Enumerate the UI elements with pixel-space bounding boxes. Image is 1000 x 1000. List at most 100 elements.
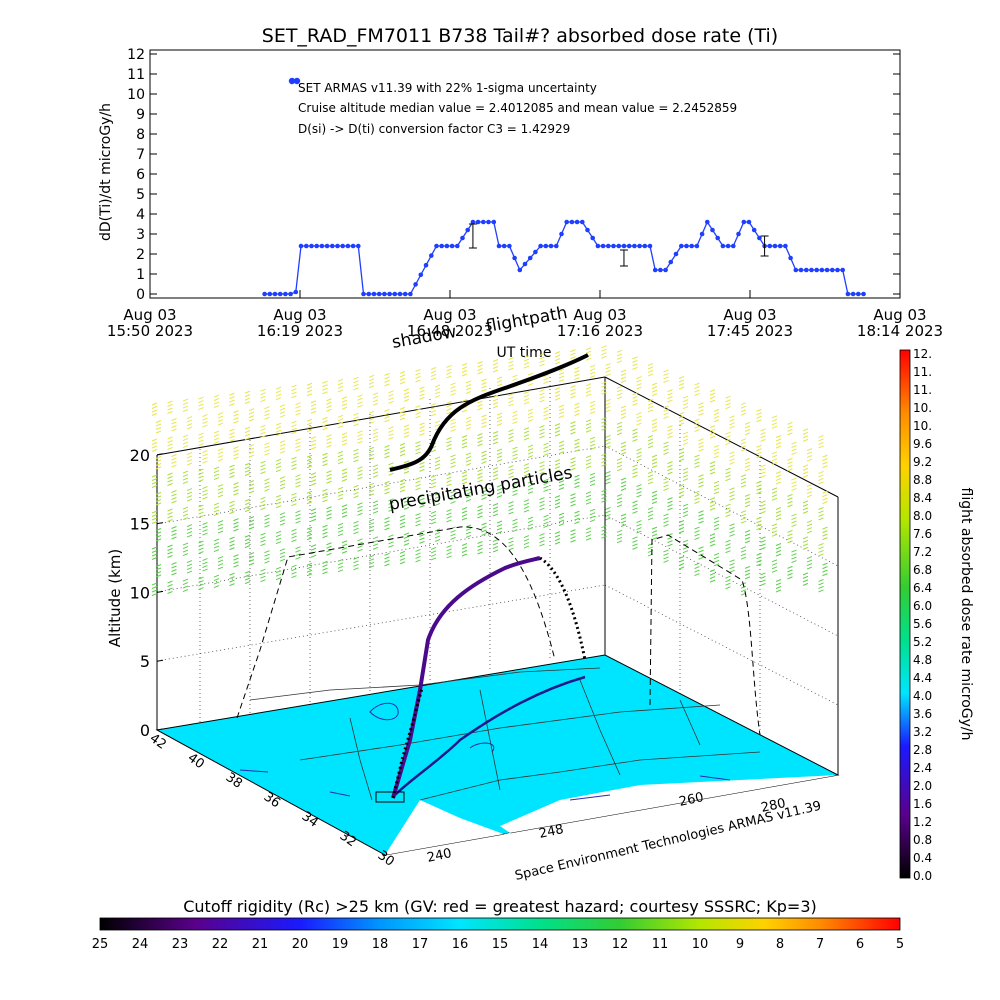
- particle-dash: [632, 435, 638, 439]
- particle-dash: [434, 502, 441, 506]
- particle-dash: [310, 472, 317, 476]
- particle-dash: [481, 529, 487, 533]
- particle-dash: [570, 385, 576, 389]
- particle-dash: [601, 427, 607, 431]
- dose-colorbar-label: flight absorbed dose rate microGy/h: [958, 488, 974, 741]
- particle-dash: [543, 374, 549, 378]
- particle-dash: [213, 513, 220, 517]
- particle-dash: [508, 400, 514, 404]
- data-point: [371, 291, 377, 297]
- particle-dash: [574, 366, 580, 370]
- particle-dash: [202, 417, 208, 421]
- particle-dash: [415, 559, 421, 563]
- data-point: [652, 267, 658, 273]
- dose-colorbar-tick-label: 1.2: [913, 815, 932, 829]
- error-bars: [468, 223, 769, 267]
- particle-dash: [291, 420, 297, 424]
- particle-dash: [337, 421, 344, 425]
- particle-dash: [492, 402, 499, 405]
- particle-dash: [632, 438, 638, 442]
- particle-dash: [353, 520, 359, 524]
- particle-dash: [667, 468, 673, 472]
- particle-dash: [492, 395, 499, 398]
- particle-dash: [601, 496, 607, 500]
- particle-dash: [182, 578, 189, 582]
- particle-dash: [574, 438, 580, 442]
- particle-dash: [713, 527, 720, 531]
- particle-dash: [601, 384, 607, 388]
- particle-dash: [667, 396, 673, 400]
- particle-dash: [694, 490, 700, 494]
- particle-dash: [306, 537, 313, 541]
- particle-dash: [760, 507, 766, 511]
- particle-dash: [368, 417, 375, 421]
- particle-dash: [729, 562, 735, 566]
- particle-dash: [620, 409, 627, 412]
- particle-dash: [229, 432, 235, 436]
- particle-dash: [229, 504, 235, 508]
- particle-dash: [694, 429, 700, 433]
- particle-dash: [682, 474, 689, 478]
- particle-dash: [539, 500, 545, 504]
- data-point: [298, 243, 304, 249]
- particle-dash: [322, 416, 328, 420]
- particle-dash: [167, 584, 173, 587]
- particle-dash: [698, 477, 704, 481]
- particle-dash: [151, 510, 158, 514]
- particle-dash: [760, 572, 766, 576]
- particle-dash: [434, 535, 441, 539]
- particle-dash: [403, 503, 410, 507]
- particle-dash: [403, 388, 410, 392]
- particle-dash: [229, 540, 235, 544]
- particle-dash: [384, 451, 390, 455]
- particle-dash: [589, 479, 596, 483]
- particle-dash: [368, 446, 375, 450]
- particle-dash: [244, 397, 251, 401]
- particle-dash: [198, 547, 204, 551]
- particle-dash: [446, 548, 452, 552]
- particle-dash: [248, 444, 255, 448]
- data-point: [345, 243, 351, 249]
- particle-dash: [508, 540, 514, 544]
- particle-dash: [291, 564, 297, 568]
- particle-dash: [461, 399, 468, 402]
- particle-dash: [709, 569, 716, 573]
- particle-dash: [589, 407, 596, 411]
- particle-dash: [787, 464, 793, 468]
- particle-dash: [337, 558, 344, 562]
- particle-dash: [233, 446, 239, 450]
- particle-dash: [802, 438, 809, 442]
- particle-dash: [601, 348, 607, 352]
- dose-colorbar-tick-label: 4.4: [913, 671, 932, 685]
- particle-dash: [155, 466, 162, 470]
- particle-dash: [341, 504, 348, 508]
- x-tick-label-time: 17:45 2023: [707, 322, 793, 340]
- particle-dash: [694, 569, 700, 573]
- particle-dash: [368, 525, 375, 529]
- particle-dash: [616, 536, 623, 540]
- particle-dash: [419, 386, 425, 390]
- particle-dash: [310, 407, 317, 411]
- particle-dash: [663, 405, 669, 409]
- particle-dash: [694, 458, 700, 462]
- particle-dash: [306, 465, 313, 469]
- annotation-3: D(si) -> D(ti) conversion factor C3 = 1.…: [298, 122, 570, 136]
- particle-dash: [446, 443, 452, 447]
- particle-dash: [574, 481, 580, 485]
- particle-dash: [771, 425, 778, 429]
- particle-dash: [682, 550, 689, 554]
- particle-dash: [217, 448, 224, 452]
- particle-dash: [399, 374, 406, 378]
- particle-dash: [636, 458, 642, 462]
- particle-dash: [636, 530, 642, 534]
- particle-dash: [605, 474, 611, 478]
- particle-dash: [446, 404, 452, 408]
- particle-dash: [663, 480, 669, 484]
- particle-dash: [434, 459, 441, 463]
- particle-dash: [384, 559, 390, 563]
- particle-dash: [539, 399, 545, 403]
- particle-dash: [446, 472, 452, 476]
- particle-dash: [678, 415, 685, 419]
- particle-dash: [450, 500, 456, 504]
